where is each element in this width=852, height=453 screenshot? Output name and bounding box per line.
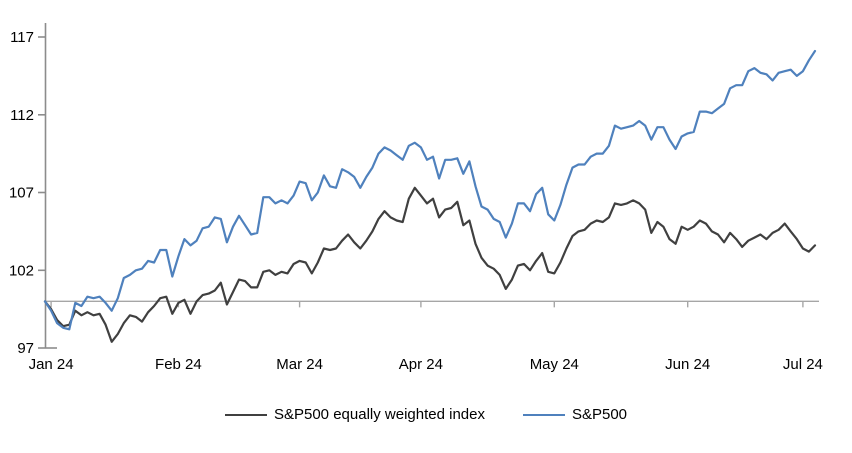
chart-legend: S&P500 equally weighted index S&P500 <box>0 406 852 423</box>
svg-text:Feb 24: Feb 24 <box>155 356 202 373</box>
sp500-line-swatch-icon <box>522 413 565 416</box>
equal-weight-line-swatch-icon <box>224 413 267 416</box>
svg-text:Jun 24: Jun 24 <box>665 356 710 373</box>
legend-label-sp500: S&P500 <box>571 406 628 423</box>
svg-text:112: 112 <box>10 107 34 124</box>
svg-text:102: 102 <box>9 262 34 279</box>
svg-text:Mar 24: Mar 24 <box>276 356 323 373</box>
line-chart-plot-area: Jan 24 Feb 24 Mar 24 Apr 24 May 24 Jun 24 Jul … <box>9 23 823 373</box>
svg-text:107: 107 <box>9 185 34 202</box>
svg-text:Jan 24: Jan 24 <box>29 356 74 373</box>
svg-text:Jul 24: Jul 24 <box>783 356 823 373</box>
svg-text:Apr 24: Apr 24 <box>399 356 443 373</box>
svg-text:117: 117 <box>10 29 34 46</box>
svg-text:May 24: May 24 <box>530 356 579 373</box>
legend-label-equal-weight: S&P500 equally weighted index <box>273 406 485 423</box>
legend-item-equal-weight-index: S&P500 equally weighted index <box>224 406 485 423</box>
svg-text:97: 97 <box>17 340 34 357</box>
legend-item-sp500: S&P500 <box>522 406 628 423</box>
